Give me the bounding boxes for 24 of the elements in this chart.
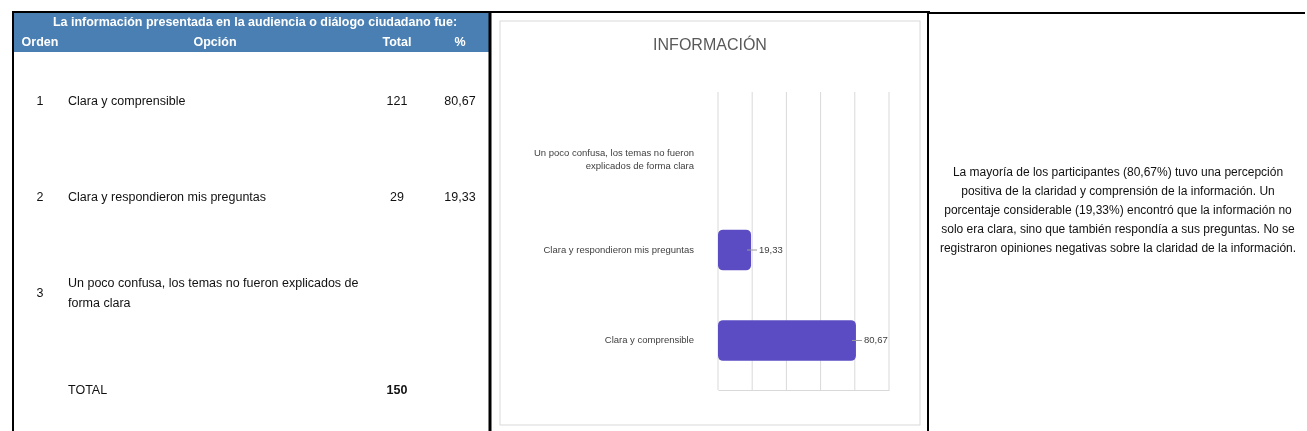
data-label: 19,33 [759, 244, 783, 255]
text: Orden [21, 35, 59, 49]
data-label: 29 [390, 190, 404, 204]
text: Total [382, 35, 412, 49]
data-label: 80,67 [444, 94, 476, 108]
text: La mayoría de los participantes (80,67%) tuvo una percepción positiva de la claridad y comprensión de la información. Un porcentaje considerable (19,33%) encontró que la información no solo era clara, sino que también respondía a sus preguntas. No se registraron opiniones negativas sobre la claridad de la información. [938, 164, 1298, 257]
data-label: 121 [386, 94, 408, 108]
data-label: 80,67 [863, 334, 888, 346]
text: 1 [36, 94, 44, 108]
text: TOTAL [68, 383, 108, 397]
text: % [454, 35, 466, 49]
data-label: 19,33 [444, 190, 476, 204]
text: La información presentada en la audiencia o diálogo ciudadano fue: [52, 15, 458, 29]
category-label: Clara y comprensible [68, 94, 186, 108]
chart-title: INFORMACIÓN [653, 35, 767, 53]
y-tick-label: Un poco confusa, los temas no fueron explicados de forma clara [533, 147, 695, 172]
category-label: Clara y respondieron mis preguntas [68, 190, 267, 204]
y-tick-label: Clara y comprensible [604, 334, 694, 346]
text: Opción [193, 35, 237, 49]
y-tick-label: Clara y respondieron mis preguntas [543, 244, 695, 255]
text: 150 [386, 383, 408, 397]
text: 3 [36, 286, 44, 300]
text: 2 [36, 190, 44, 204]
category-label: Un poco confusa, los temas no fueron explicados de forma clara [68, 276, 359, 310]
